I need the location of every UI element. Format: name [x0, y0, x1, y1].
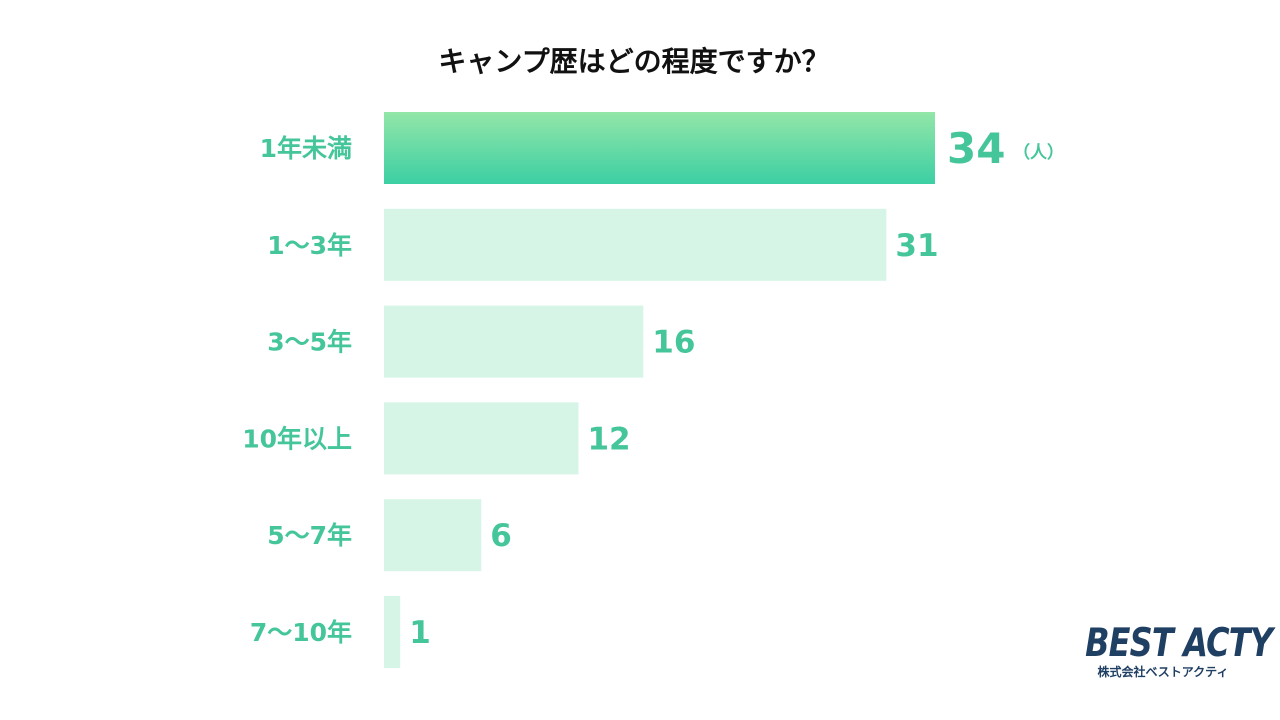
category-label-4: 10年以上: [242, 424, 352, 453]
chart-title: キャンプ歴はどの程度ですか？: [438, 45, 829, 78]
category-label-6: 7～10年: [250, 618, 352, 647]
category-labels: 1年未満 1～3年 3～5年 10年以上 5～7年 7～10年: [242, 134, 352, 647]
value-label-6: 1: [409, 615, 431, 651]
value-labels: 34 （人） 31 16 12 6 1: [409, 124, 1064, 651]
bar-4: [384, 402, 579, 475]
category-label-5: 5～7年: [267, 521, 352, 550]
brand-logo: BEST ACTY 株式会社ベストアクティ: [1068, 621, 1273, 680]
unit-label: （人）: [1013, 142, 1064, 163]
value-label-2: 31: [895, 228, 938, 264]
bar-3: [384, 305, 644, 378]
value-label-1: 34: [947, 124, 1005, 173]
category-label-1: 1年未満: [260, 134, 352, 163]
brand-logo-company: 株式会社ベストアクティ: [1097, 665, 1229, 679]
bars-group: [384, 112, 935, 668]
bar-2: [384, 208, 887, 281]
category-label-3: 3～5年: [267, 328, 352, 357]
value-label-5: 6: [490, 518, 512, 554]
value-label-3: 16: [652, 325, 695, 361]
value-label-4: 12: [587, 421, 630, 457]
brand-logo-name: BEST ACTY: [1085, 621, 1273, 666]
category-label-2: 1～3年: [267, 231, 352, 260]
bar-5: [384, 499, 482, 572]
bar-1: [384, 112, 935, 184]
bar-6: [384, 596, 401, 668]
